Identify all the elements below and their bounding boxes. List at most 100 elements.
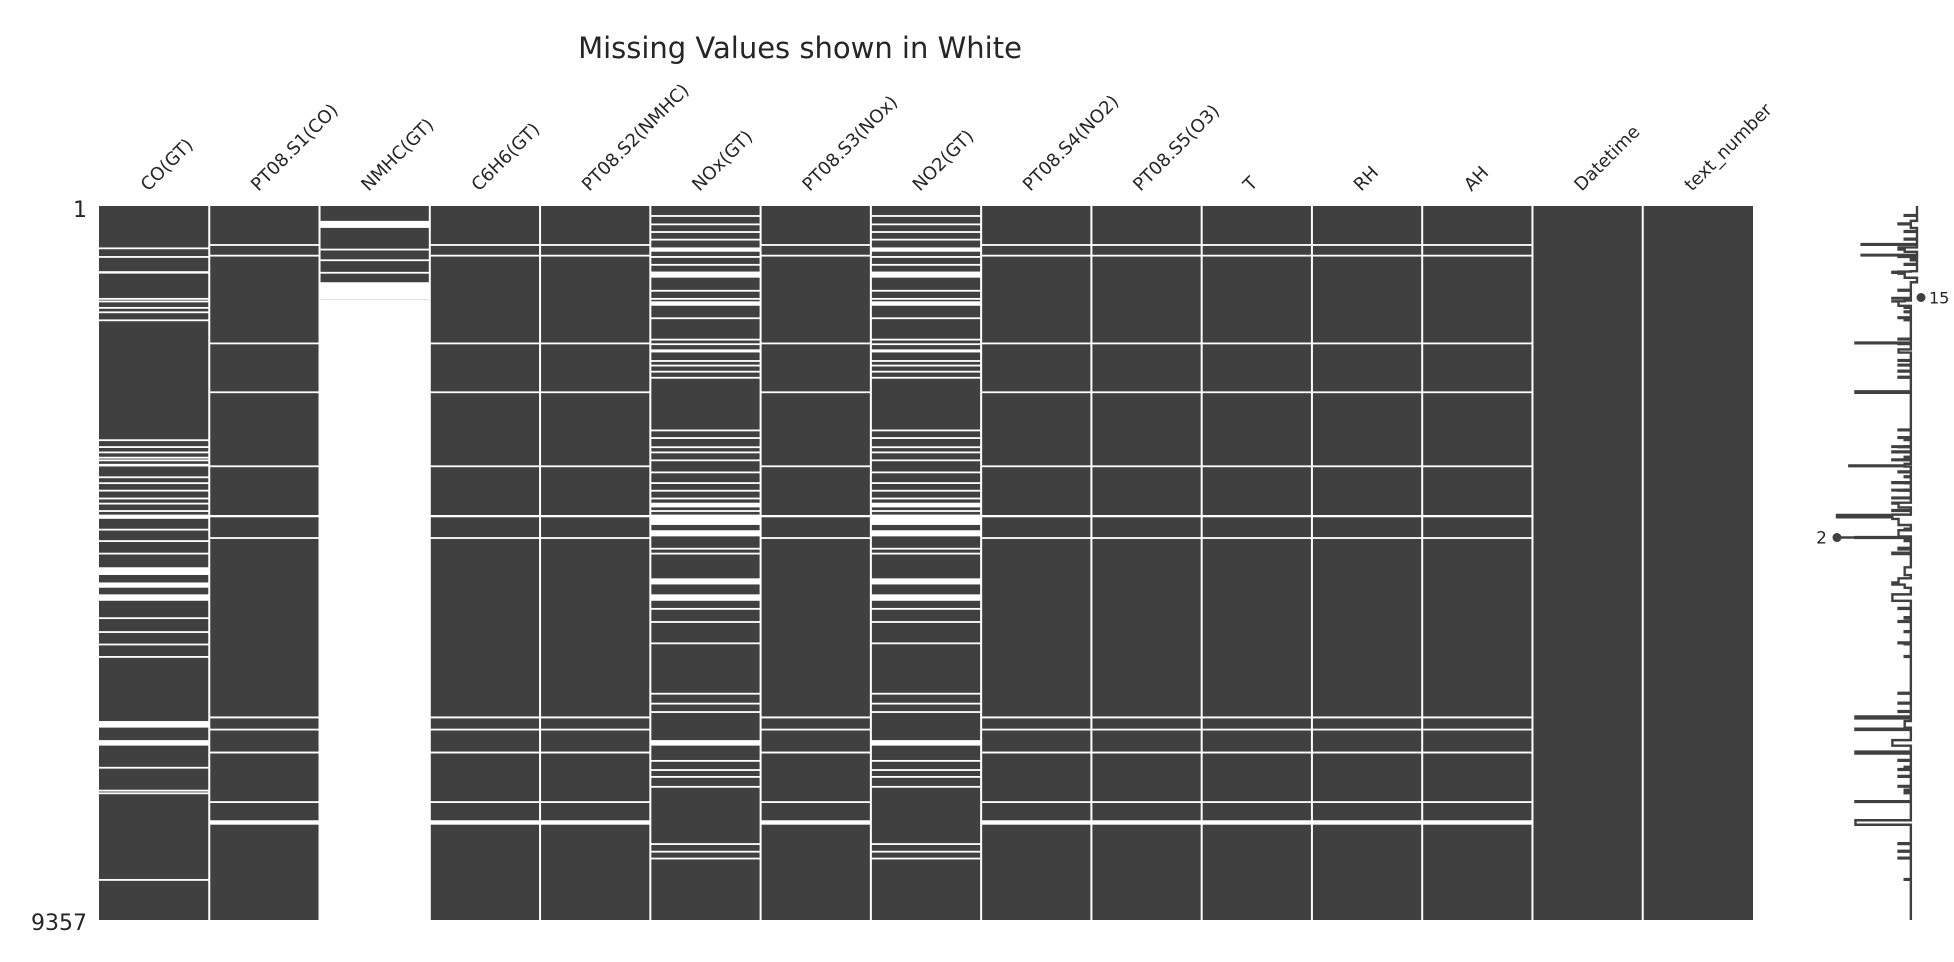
missing-block — [99, 256, 210, 258]
missing-block — [429, 728, 541, 731]
missing-block — [1091, 244, 1202, 246]
missing-block — [650, 215, 761, 217]
missing-block — [650, 711, 761, 713]
missing-block — [650, 370, 761, 373]
column-bar — [1422, 206, 1533, 920]
missing-block — [650, 785, 761, 788]
missing-block — [870, 297, 982, 300]
matrix-columns — [99, 206, 1753, 920]
column-nox-gt — [650, 206, 761, 920]
missing-block — [1091, 801, 1202, 803]
missing-block — [870, 459, 982, 462]
missing-block — [99, 721, 210, 728]
missing-block — [1311, 465, 1423, 468]
missing-block — [870, 775, 982, 778]
missing-block — [650, 376, 761, 379]
missing-block — [650, 775, 761, 778]
missing-block — [870, 642, 982, 645]
column-bar — [99, 206, 210, 920]
missing-block — [650, 338, 761, 341]
missing-block — [99, 617, 210, 620]
column-label-pt08-s3-nox: PT08.S3(NOx) — [798, 92, 902, 196]
missing-block — [209, 751, 320, 754]
missing-block — [650, 256, 761, 258]
missing-block — [1311, 751, 1423, 754]
missing-block — [650, 769, 761, 771]
missing-block — [209, 537, 320, 539]
missing-block — [870, 343, 982, 346]
missing-block — [1201, 342, 1312, 345]
missing-block — [650, 349, 761, 353]
missing-block — [1311, 537, 1423, 539]
missing-block — [540, 820, 651, 825]
missing-block — [870, 489, 982, 492]
missing-block — [650, 482, 761, 484]
column-pt08-s2-nmhc — [540, 206, 651, 920]
missing-block — [99, 643, 210, 646]
missing-block — [1422, 244, 1533, 246]
sparkline-max-label: 15 — [1929, 289, 1949, 308]
missing-block — [650, 271, 761, 278]
missing-block — [99, 300, 210, 303]
missing-block — [1201, 801, 1312, 803]
missing-block — [99, 631, 210, 633]
missing-block — [99, 489, 210, 492]
missing-block — [99, 311, 210, 314]
missing-block — [1201, 537, 1312, 539]
missing-block — [429, 820, 541, 825]
missing-block — [650, 297, 761, 300]
missing-block — [870, 497, 982, 500]
missing-block — [870, 223, 982, 226]
missing-block — [209, 820, 320, 825]
missing-block — [209, 728, 320, 731]
column-bar — [1642, 206, 1753, 920]
missing-block — [99, 514, 210, 519]
missing-block — [429, 514, 541, 518]
missing-block — [209, 342, 320, 345]
missing-block — [650, 530, 761, 537]
missing-block — [1311, 342, 1423, 345]
missing-block — [209, 244, 320, 246]
missing-block — [870, 370, 982, 373]
column-bar — [981, 206, 1092, 920]
missing-block — [870, 857, 982, 860]
missing-block — [540, 751, 651, 754]
column-datetime — [1532, 206, 1643, 920]
missing-block — [981, 751, 1092, 754]
missing-block — [650, 607, 761, 610]
column-pt08-s1-co — [209, 206, 320, 920]
missing-block — [429, 254, 541, 257]
missing-block — [429, 537, 541, 539]
missing-block — [650, 578, 761, 585]
missing-block — [1201, 751, 1312, 754]
column-t — [1201, 206, 1312, 920]
missing-block — [870, 471, 982, 474]
missing-block — [650, 231, 761, 233]
missing-block — [981, 244, 1092, 246]
column-label-nox-gt: NOx(GT) — [688, 126, 757, 195]
missing-block — [870, 451, 982, 454]
missing-block — [540, 514, 651, 518]
missing-block — [99, 740, 210, 746]
missing-block — [209, 514, 320, 518]
missing-block — [319, 282, 430, 300]
column-label-co-gt: CO(GT) — [137, 135, 198, 196]
column-label-pt08-s1-co: PT08.S1(CO) — [247, 100, 343, 196]
missing-block — [1311, 244, 1423, 246]
missing-block — [1201, 820, 1312, 825]
missing-block — [99, 528, 210, 531]
column-c6h6-gt — [429, 206, 541, 920]
missing-block — [981, 342, 1092, 345]
missing-block — [981, 514, 1092, 518]
missing-block — [870, 594, 982, 601]
missing-block — [99, 476, 210, 479]
missing-block — [1311, 728, 1423, 731]
missing-block — [650, 238, 761, 241]
missing-block — [1422, 820, 1533, 825]
column-labels: CO(GT) PT08.S1(CO) NMHC(GT) C6H6(GT) PT08.S2… — [137, 80, 1777, 196]
missing-block — [870, 514, 982, 525]
missing-block — [429, 342, 541, 345]
missing-block — [429, 465, 541, 468]
missing-block — [760, 728, 871, 731]
missing-block — [870, 552, 982, 555]
